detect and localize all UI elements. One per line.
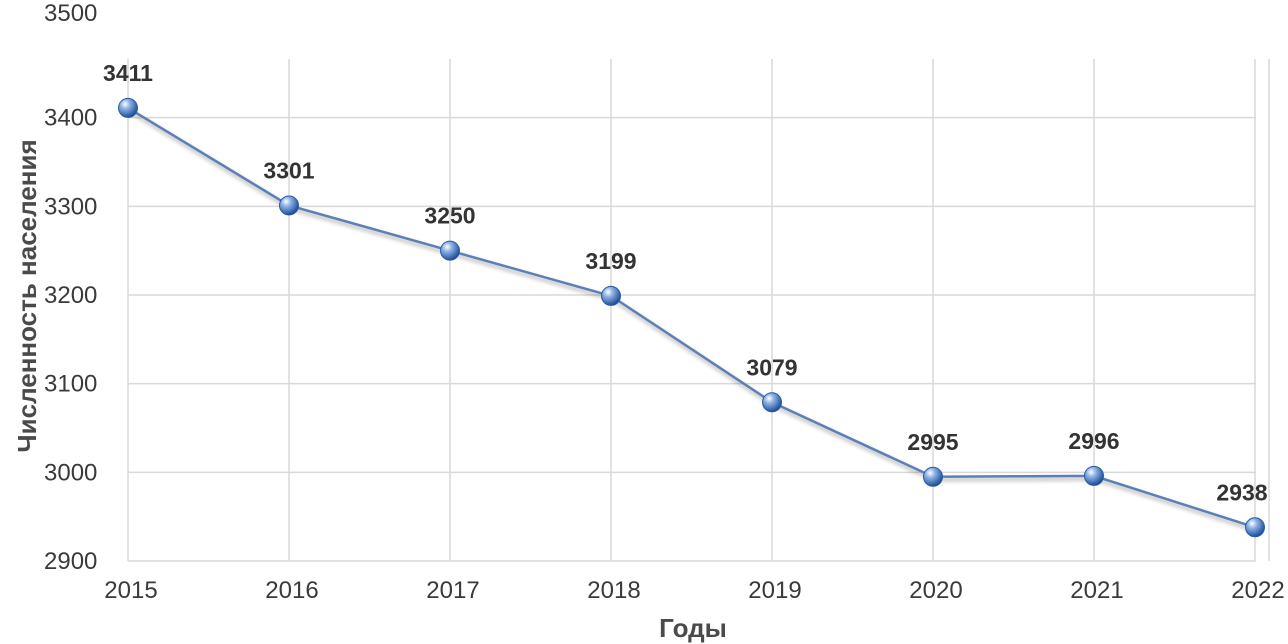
x-axis-ticks: 2015 2016 2017 2018 2019 2020 2021 2022	[104, 577, 1284, 604]
data-point-marker	[601, 285, 621, 306]
series-line	[127, 106, 1256, 529]
x-tick-label: 2019	[748, 577, 801, 604]
y-tick-label: 3200	[44, 282, 97, 309]
x-axis-title: Годы	[659, 613, 727, 643]
data-label: 2995	[907, 429, 958, 455]
y-axis-ticks: 2900 3000 3100 3200 3300 3400 3500	[44, 0, 97, 575]
data-label: 3079	[746, 354, 797, 380]
y-tick-label: 3400	[44, 105, 97, 132]
y-tick-label: 3500	[44, 0, 97, 27]
grid	[127, 59, 1270, 562]
data-point-marker	[279, 195, 299, 216]
data-label: 3250	[424, 203, 475, 229]
x-tick-label: 2017	[426, 577, 479, 604]
series-polyline	[127, 106, 1256, 529]
y-tick-label: 3300	[44, 193, 97, 220]
data-label: 2996	[1068, 428, 1119, 454]
data-labels: 3411 3301 3250 3199 3079 2995 2996 2938	[103, 60, 1268, 505]
data-point-marker	[762, 392, 782, 413]
data-point-marker	[118, 97, 138, 118]
x-tick-label: 2015	[104, 577, 157, 604]
data-point-marker	[440, 240, 460, 261]
data-points	[118, 97, 1265, 538]
x-tick-label: 2018	[587, 577, 640, 604]
data-label: 3301	[263, 157, 314, 183]
y-axis-title: Численность населения	[12, 139, 42, 452]
x-tick-label: 2016	[265, 577, 318, 604]
data-point-marker	[1084, 465, 1104, 486]
data-label: 3199	[585, 248, 636, 274]
data-point-marker	[1245, 517, 1265, 538]
data-label: 2938	[1216, 479, 1267, 505]
y-tick-label: 2900	[44, 548, 97, 575]
x-tick-label: 2021	[1070, 577, 1123, 604]
data-label: 3411	[103, 60, 153, 86]
y-tick-label: 3100	[44, 371, 97, 398]
x-tick-label: 2022	[1231, 577, 1284, 604]
y-tick-label: 3000	[44, 459, 97, 486]
x-tick-label: 2020	[909, 577, 962, 604]
data-point-marker	[923, 466, 943, 487]
